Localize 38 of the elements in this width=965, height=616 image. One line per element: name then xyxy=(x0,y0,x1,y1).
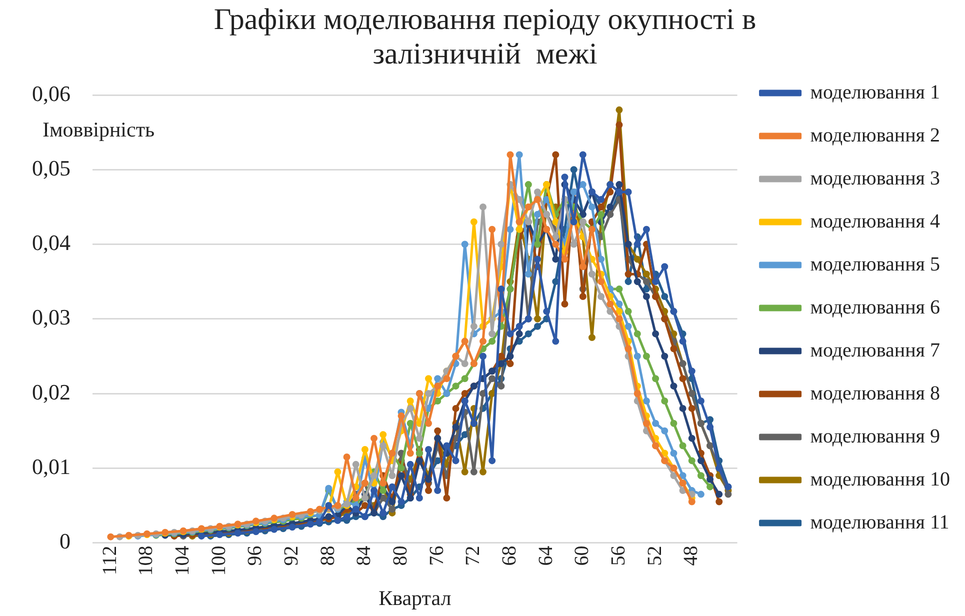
legend-label: моделювання 5 xyxy=(810,253,940,276)
x-tick-label: 64 xyxy=(534,546,557,566)
legend-label: моделювання 3 xyxy=(810,167,940,190)
y-tick-label: 0,06 xyxy=(32,80,70,106)
x-tick-label: 80 xyxy=(390,546,412,566)
x-tick-label: 56 xyxy=(607,546,630,566)
legend-label: моделювання 9 xyxy=(810,425,940,448)
legend-label: моделювання 4 xyxy=(810,210,940,232)
chart-title: Графіки моделювання періоду окупності в залізничній межі xyxy=(214,3,756,71)
x-tick-label: 96 xyxy=(244,546,266,566)
legend-label: моделювання 8 xyxy=(810,382,940,404)
x-tick-label: 52 xyxy=(644,546,666,566)
x-tick-label: 104 xyxy=(172,546,194,576)
x-tick-label: 88 xyxy=(316,546,339,566)
x-tick-label: 76 xyxy=(426,546,448,566)
x-tick-label: 60 xyxy=(571,546,594,566)
y-tick-label: 0,04 xyxy=(32,230,70,256)
x-tick-label: 108 xyxy=(135,546,158,576)
y-tick-label: 0,05 xyxy=(32,155,70,180)
x-tick-label: 112 xyxy=(98,546,121,576)
legend-label: моделювання 11 xyxy=(810,511,950,534)
x-tick-label: 68 xyxy=(498,546,520,566)
legend-label: моделювання 7 xyxy=(810,339,940,362)
legend-label: моделювання 1 xyxy=(810,81,940,104)
y-axis-title: Імоввірність xyxy=(42,118,155,142)
legend-label: моделювання 2 xyxy=(810,124,940,146)
x-tick-label: 92 xyxy=(280,546,303,566)
x-tick-label: 84 xyxy=(353,546,376,566)
x-tick-label: 100 xyxy=(208,546,230,576)
x-axis-title: Квартал xyxy=(378,586,452,610)
y-tick-label: 0,01 xyxy=(32,454,70,479)
x-tick-label: 72 xyxy=(462,546,484,566)
y-tick-label: 0,02 xyxy=(32,379,70,404)
x-tick-label: 48 xyxy=(680,546,702,566)
y-tick-label: 0,03 xyxy=(32,304,70,330)
legend-label: моделювання 10 xyxy=(810,468,950,490)
y-tick-label: 0 xyxy=(60,528,70,554)
legend-label: моделювання 6 xyxy=(810,296,940,318)
